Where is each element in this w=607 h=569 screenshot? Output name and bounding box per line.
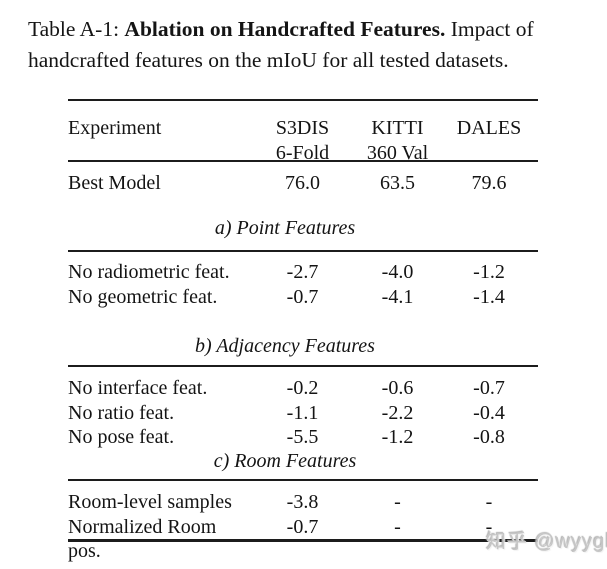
- ablation-table: Experiment S3DIS 6-Fold KITTI 360 Val DA…: [68, 99, 538, 562]
- cell-s3dis: 76.0: [285, 172, 320, 194]
- table-caption: Table A-1: Ablation on Handcrafted Featu…: [28, 14, 593, 76]
- cell-kitti: 63.5: [380, 172, 415, 194]
- table-row-best-model: Best Model 76.0 63.5 79.6: [68, 171, 538, 196]
- row-label: No ratio feat.: [68, 401, 175, 424]
- row-label: Best Model: [68, 172, 161, 194]
- table-row: No geometric feat. -0.7 -4.1 -1.4: [68, 285, 538, 310]
- row-label: No interface feat.: [68, 377, 208, 399]
- section-adjacency-features: No interface feat. -0.2 -0.6 -0.7 No rat…: [68, 365, 538, 450]
- cell-s3dis: -5.5: [286, 426, 319, 448]
- table-header-row: Experiment S3DIS 6-Fold KITTI 360 Val DA…: [68, 116, 538, 165]
- cell-dales: -0.7: [473, 377, 505, 399]
- caption-line2: handcrafted features on the mIoU for all…: [28, 48, 509, 72]
- header-dales: DALES: [456, 117, 522, 139]
- cell-s3dis: -0.7: [286, 285, 319, 308]
- cell-kitti: -: [394, 491, 401, 513]
- table-top-rule: [68, 99, 538, 101]
- cell-dales: -0.8: [473, 426, 505, 448]
- zhihu-watermark: 知乎 @wyygh: [486, 531, 607, 553]
- cell-kitti: -4.0: [381, 261, 414, 283]
- header-experiment: Experiment: [68, 117, 162, 139]
- cell-dales: 79.6: [471, 172, 507, 194]
- row-label: No geometric feat.: [68, 285, 218, 308]
- cell-kitti: -1.2: [381, 426, 414, 448]
- row-label: No radiometric feat.: [68, 261, 230, 283]
- cell-kitti: -0.6: [381, 377, 414, 399]
- caption-prefix: Table A-1:: [28, 17, 125, 41]
- cell-kitti: -: [394, 515, 401, 538]
- table-bottom-rule: [68, 539, 538, 542]
- table-row: No ratio feat. -1.1 -2.2 -0.4: [68, 401, 538, 426]
- row-label: Normalized Room pos.: [68, 515, 217, 563]
- caption-title-bold: Ablation on Handcrafted Features.: [124, 17, 446, 41]
- table-row: Room-level samples -3.8 - -: [68, 490, 538, 515]
- cell-kitti: -4.1: [381, 285, 414, 308]
- section-heading-adjacency-features: b) Adjacency Features: [195, 335, 375, 357]
- header-kitti: KITTI 360 Val: [366, 117, 429, 164]
- section-point-features: No radiometric feat. -2.7 -4.0 -1.2 No g…: [68, 250, 538, 309]
- table-row: No radiometric feat. -2.7 -4.0 -1.2: [68, 260, 538, 285]
- header-rule: [68, 160, 538, 162]
- cell-s3dis: -2.7: [286, 261, 319, 283]
- row-label: No pose feat.: [68, 426, 175, 448]
- row-label: Room-level samples: [68, 491, 232, 513]
- cell-kitti: -2.2: [381, 401, 414, 424]
- cell-s3dis: -1.1: [286, 401, 319, 424]
- cell-dales: -: [485, 491, 493, 513]
- cell-dales: -0.4: [473, 401, 505, 424]
- cell-s3dis: -0.7: [286, 515, 319, 538]
- header-s3dis: S3DIS 6-Fold: [275, 117, 330, 164]
- table-row: Normalized Room pos. -0.7 - -: [68, 515, 538, 564]
- table-row: No pose feat. -5.5 -1.2 -0.8: [68, 425, 538, 450]
- table-row: No interface feat. -0.2 -0.6 -0.7: [68, 376, 538, 401]
- section-room-features: Room-level samples -3.8 - - Normalized R…: [68, 479, 538, 564]
- cell-dales: -: [485, 515, 493, 538]
- cell-dales: -1.2: [473, 261, 505, 283]
- cell-s3dis: -3.8: [286, 491, 319, 513]
- caption-rest: Impact of: [445, 17, 534, 41]
- cell-dales: -1.4: [473, 285, 505, 308]
- section-heading-point-features: a) Point Features: [214, 217, 356, 239]
- section-heading-room-features: c) Room Features: [213, 450, 357, 472]
- cell-s3dis: -0.2: [286, 377, 319, 399]
